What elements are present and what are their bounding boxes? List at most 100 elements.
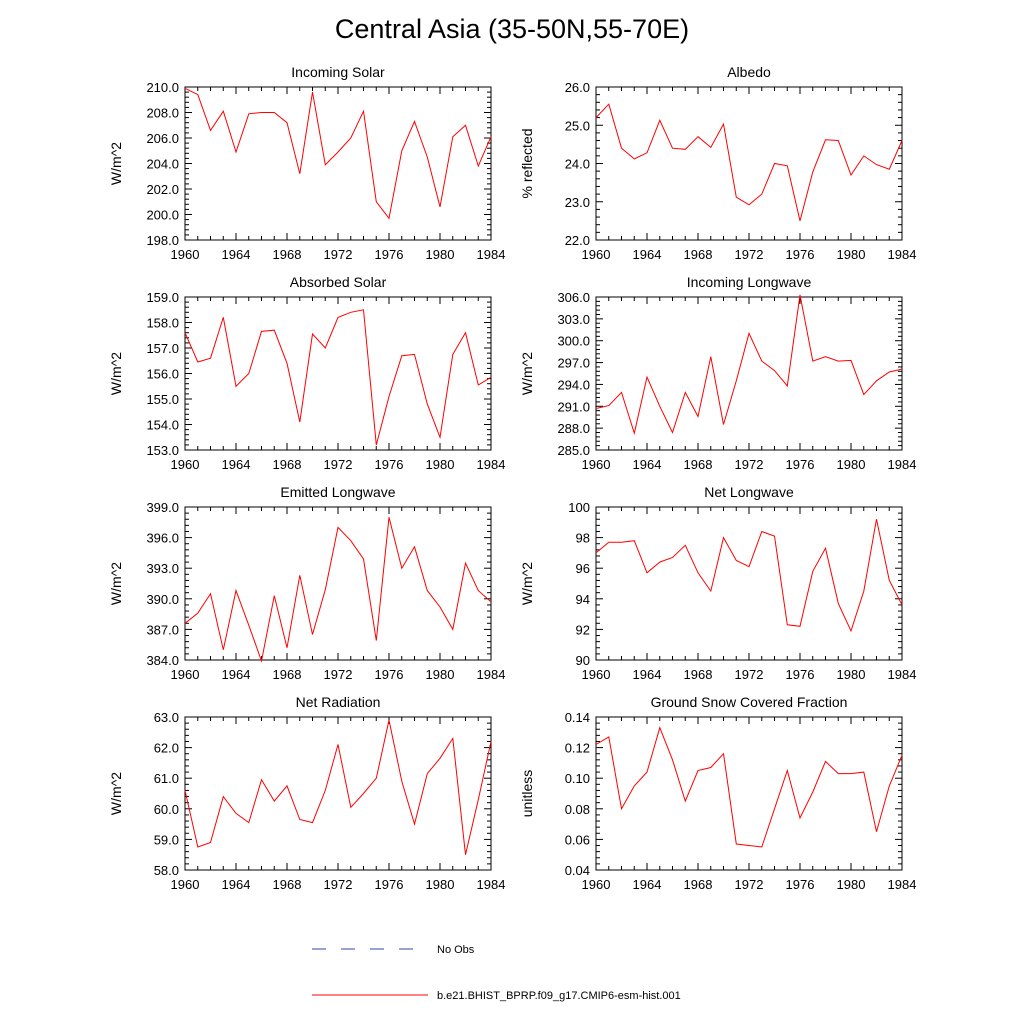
y-tick-label: 303.0 [557,312,590,327]
x-tick-label: 1964 [222,247,251,262]
y-tick-label: 92 [576,622,590,637]
y-tick-label: 291.0 [557,399,590,414]
x-tick-label: 1964 [222,667,251,682]
x-tick-label: 1972 [324,877,353,892]
y-tick-label: 0.06 [565,832,590,847]
y-tick-label: 58.0 [154,863,179,878]
y-axis-label: W/m^2 [108,352,124,395]
x-tick-label: 1984 [477,247,506,262]
x-tick-label: 1968 [684,457,713,472]
model-series-line [184,87,492,220]
y-axis-label: W/m^2 [108,142,124,185]
model-series-line [184,309,492,446]
plot-frame [184,716,492,871]
x-tick-label: 1972 [735,247,764,262]
panel-5: Emitted Longwave W/m^2 1960 1964 1968 1972 197… [108,484,505,682]
x-tick-label: 1968 [684,667,713,682]
y-tick-label: 156.0 [146,367,179,382]
x-tick-label: 1960 [582,457,611,472]
x-tick-label: 1976 [786,667,815,682]
x-tick-label: 1976 [786,247,815,262]
panel-8: Ground Snow Covered Fraction unitless 1960… [519,694,916,892]
x-tick-label: 1964 [633,877,662,892]
x-tick-label: 1976 [375,247,404,262]
y-tick-label: 158.0 [146,316,179,331]
x-tick-label: 1980 [837,877,866,892]
y-tick-label: 96 [576,561,590,576]
x-tick-label: 1984 [888,877,917,892]
plot-frame [184,506,492,661]
x-tick-label: 1976 [375,667,404,682]
y-tick-label: 100 [568,500,590,515]
plot-frame [595,86,903,241]
panel-title: Ground Snow Covered Fraction [651,694,848,710]
x-tick-label: 1968 [684,877,713,892]
y-tick-label: 393.0 [146,561,179,576]
y-tick-label: 0.04 [565,863,590,878]
y-tick-label: 159.0 [146,290,179,305]
y-tick-label: 23.0 [565,195,590,210]
y-axis-label: W/m^2 [108,562,124,605]
x-tick-label: 1964 [222,877,251,892]
y-tick-label: 60.0 [154,802,179,817]
model-series-line [595,519,903,633]
x-tick-label: 1964 [633,457,662,472]
y-tick-label: 26.0 [565,80,590,95]
y-tick-label: 0.14 [565,710,590,725]
y-tick-label: 204.0 [146,157,179,172]
x-tick-label: 1960 [582,247,611,262]
x-tick-label: 1984 [888,667,917,682]
y-tick-label: 200.0 [146,208,179,223]
y-tick-label: 198.0 [146,233,179,248]
y-tick-label: 202.0 [146,182,179,197]
x-tick-label: 1980 [426,457,455,472]
y-tick-label: 384.0 [146,653,179,668]
x-tick-label: 1960 [171,457,200,472]
y-tick-label: 90 [576,653,590,668]
panel-title: Net Radiation [296,694,381,710]
y-axis-label: W/m^2 [519,562,535,605]
y-tick-label: 24.0 [565,157,590,172]
x-tick-label: 1984 [888,247,917,262]
x-tick-label: 1964 [633,667,662,682]
panel-title: Emitted Longwave [280,484,395,500]
panel-4: Incoming Longwave W/m^2 1960 1964 1968 1972 19… [519,274,916,472]
y-tick-label: 206.0 [146,131,179,146]
panel-title: Incoming Solar [291,64,385,80]
x-tick-label: 1976 [375,457,404,472]
plot-frame [184,296,492,451]
y-tick-label: 208.0 [146,106,179,121]
x-tick-label: 1968 [684,247,713,262]
y-axis-label: W/m^2 [108,772,124,815]
y-tick-label: 288.0 [557,421,590,436]
plot-frame [184,86,492,241]
x-tick-label: 1960 [171,247,200,262]
y-axis-label: W/m^2 [519,352,535,395]
y-tick-label: 0.12 [565,741,590,756]
model-series-line [184,719,492,855]
x-tick-label: 1976 [375,877,404,892]
x-tick-label: 1980 [426,247,455,262]
y-tick-label: 154.0 [146,418,179,433]
x-tick-label: 1972 [735,457,764,472]
x-tick-label: 1960 [582,877,611,892]
y-tick-label: 62.0 [154,741,179,756]
y-tick-label: 63.0 [154,710,179,725]
x-tick-label: 1972 [324,457,353,472]
model-series-line [595,294,903,436]
x-tick-label: 1980 [837,247,866,262]
x-tick-label: 1968 [273,247,302,262]
y-tick-label: 387.0 [146,622,179,637]
x-tick-label: 1980 [426,667,455,682]
panel-title: Albedo [727,64,771,80]
x-tick-label: 1972 [735,667,764,682]
x-tick-label: 1960 [171,667,200,682]
y-tick-label: 294.0 [557,377,590,392]
plot-frame [595,506,903,661]
y-tick-label: 210.0 [146,80,179,95]
y-tick-label: 61.0 [154,771,179,786]
panel-1: Incoming Solar W/m^2 1960 1964 1968 1972 1976 1… [108,64,505,262]
x-tick-label: 1968 [273,457,302,472]
panel-7: Net Radiation W/m^2 1960 1964 1968 1972 1976 19… [108,694,505,892]
